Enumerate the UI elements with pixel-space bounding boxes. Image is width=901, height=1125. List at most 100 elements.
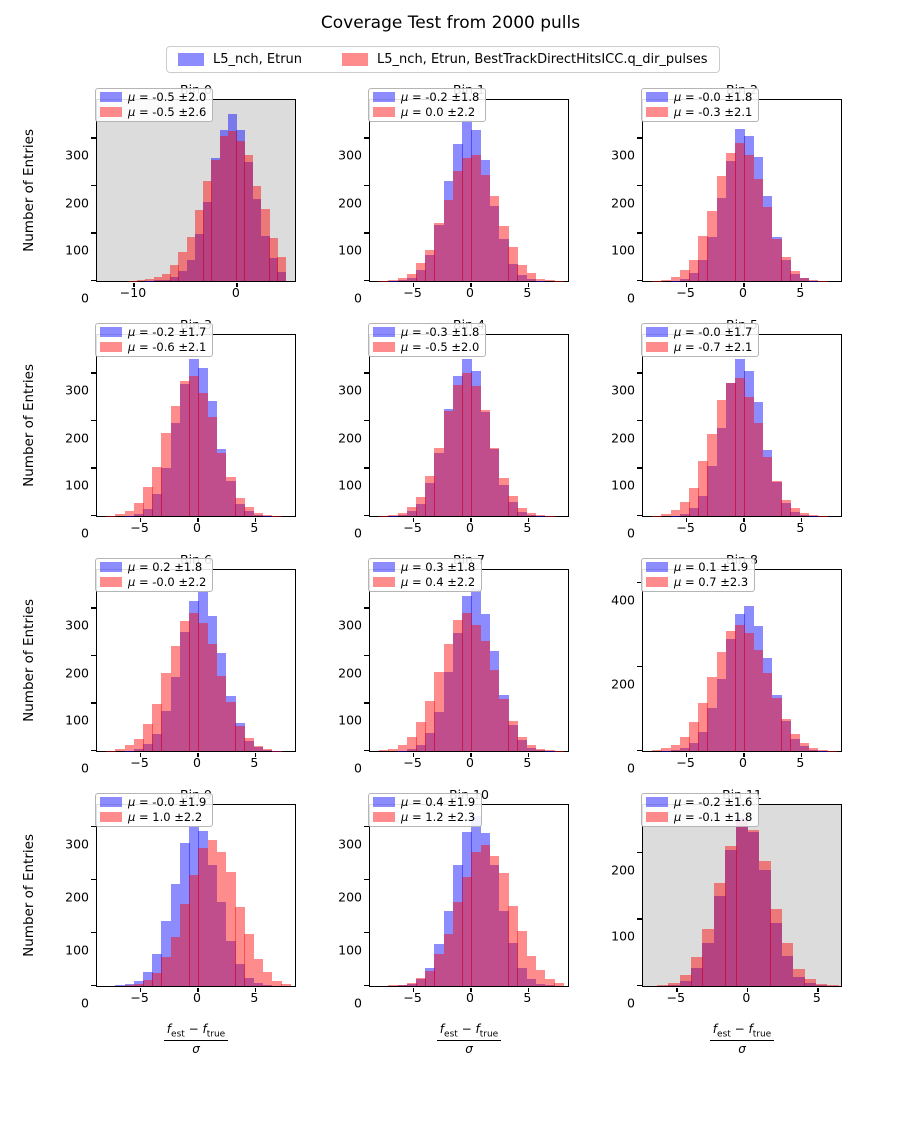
y-tick (364, 232, 369, 234)
hist-bar-blue (425, 482, 435, 516)
y-tick-label: 300 (611, 147, 635, 163)
hist-bar-red (443, 933, 454, 986)
stats-row-red: μ = 1.2 ±2.3 (373, 810, 475, 825)
hist-bar-blue (679, 980, 692, 986)
hist-bar-blue (203, 202, 212, 281)
hist-bar-blue (707, 708, 718, 751)
hist-bar-red (133, 738, 144, 751)
hist-bar-blue (207, 400, 218, 516)
hist-bar-red (153, 277, 163, 281)
y-tick-label: 200 (611, 862, 635, 878)
hist-bar-blue (153, 280, 163, 281)
x-tick (470, 517, 472, 522)
hist-bar-red (661, 748, 672, 751)
hist-bar-blue (790, 273, 801, 281)
x-tick-label: −5 (403, 520, 422, 535)
hist-bar-red (225, 701, 236, 751)
hist-bar-blue (115, 985, 126, 986)
hist-bar-red (471, 851, 481, 986)
hist-bar-blue (189, 358, 199, 516)
stats-swatch-red (646, 577, 668, 588)
y-tick (91, 878, 96, 880)
stats-swatch-red (646, 812, 668, 823)
x-tick (527, 517, 530, 522)
hist-bar-red (207, 416, 218, 516)
legend-swatch-blue (178, 53, 204, 66)
hist-bar-blue (133, 749, 144, 751)
stats-row-red: μ = -0.5 ±2.6 (100, 105, 206, 120)
hist-bar-red (170, 265, 179, 281)
hist-bar-blue (735, 614, 745, 751)
hist-bar-blue (544, 985, 555, 986)
hist-bar-blue (713, 895, 726, 986)
hist-bar-red (452, 385, 463, 516)
x-tick (139, 517, 142, 522)
hist-bar-red (771, 698, 782, 751)
hist-bar-red (425, 249, 435, 281)
hist-bar-blue (526, 978, 537, 986)
figure-title: Coverage Test from 2000 pulls (320, 13, 581, 33)
y-tick-label: 300 (338, 836, 362, 852)
legend-label-red: L5_nch, Etrun, BestTrackDirectHitsICC.q_… (377, 52, 708, 67)
hist-bar-blue (698, 259, 708, 281)
stats-value-red: μ = 1.0 ±2.2 (128, 809, 203, 824)
hist-bar-red (670, 744, 681, 751)
subplot-bin-3: Bin 30100200300μ = -0.2 ±1.7μ = -0.6 ±2.… (46, 317, 319, 540)
hist-bar-red (725, 382, 736, 516)
hist-bar-red (161, 956, 172, 986)
y-axis-label-col: Number of Entries (12, 82, 46, 304)
hist-bar-blue (799, 514, 810, 516)
x-tick-label: 0 (739, 285, 747, 300)
y-tick-label: 400 (611, 592, 635, 608)
hist-bar-red (244, 154, 254, 281)
stats-value-blue: μ = 0.2 ±1.8 (128, 560, 203, 574)
hist-bar-blue (434, 943, 445, 986)
hist-bar-blue (235, 504, 245, 516)
hist-bar-blue (815, 985, 828, 986)
hist-bar-red (535, 969, 546, 986)
hist-bar-blue (744, 135, 754, 281)
y-tick-label: 0 (354, 995, 362, 1011)
hist-bar-red (124, 745, 135, 751)
hist-bar-red (799, 743, 810, 751)
hist-bar-blue (480, 159, 491, 281)
hist-bar-red (808, 279, 819, 281)
hist-bar-red (161, 274, 171, 281)
hist-bar-blue (744, 370, 754, 516)
hist-bar-red (443, 200, 454, 281)
y-tick (91, 654, 96, 657)
stats-swatch-blue (646, 797, 668, 808)
x-tick (743, 282, 745, 287)
x-axis: −5 0 5 (369, 987, 569, 1009)
hist-bar-blue (691, 968, 703, 986)
hist-bar-red (189, 612, 199, 751)
x-tick-label: 5 (250, 520, 259, 535)
x-axis-label-denominator: σ (192, 1042, 200, 1057)
x-axis-label-cell: fest − ftrue σ (592, 1022, 865, 1056)
y-axis: 0 100 200 (592, 804, 642, 1011)
x-tick-label: 5 (523, 285, 532, 300)
stats-legend: μ = -0.2 ±1.7 μ = -0.6 ±2.1 (95, 323, 214, 357)
y-tick-label: 0 (354, 525, 362, 541)
hist-bar-red (388, 748, 399, 751)
subplot-bin-4: Bin 40100200300μ = -0.3 ±1.8μ = -0.5 ±2.… (319, 317, 592, 541)
hist-bar-blue (262, 984, 273, 986)
hist-bar-blue (170, 677, 181, 751)
hist-bar-blue (189, 600, 199, 751)
stats-legend: μ = 0.4 ±1.9 μ = 1.2 ±2.3 (368, 793, 483, 827)
stats-value-blue: μ = -0.0 ±1.9 (128, 795, 207, 809)
hist-bar-blue (804, 982, 817, 986)
hist-bar-red (434, 672, 445, 751)
y-tick-label: 200 (611, 676, 635, 692)
y-axis: 0 100 200 300 (319, 99, 369, 305)
hist-bar-red (716, 400, 727, 516)
hist-bar-blue (526, 747, 537, 751)
x-tick-label: 0 (739, 755, 747, 770)
hist-bar-blue (489, 650, 500, 751)
hist-bar-blue (253, 747, 264, 751)
hist-bar-red (178, 252, 188, 281)
hist-bar-blue (462, 596, 472, 751)
stats-legend: μ = -0.2 ±1.8 μ = 0.0 ±2.2 (368, 88, 487, 122)
x-axis-label: fest − ftrue σ (369, 1022, 569, 1056)
hist-bar-red (691, 956, 703, 986)
